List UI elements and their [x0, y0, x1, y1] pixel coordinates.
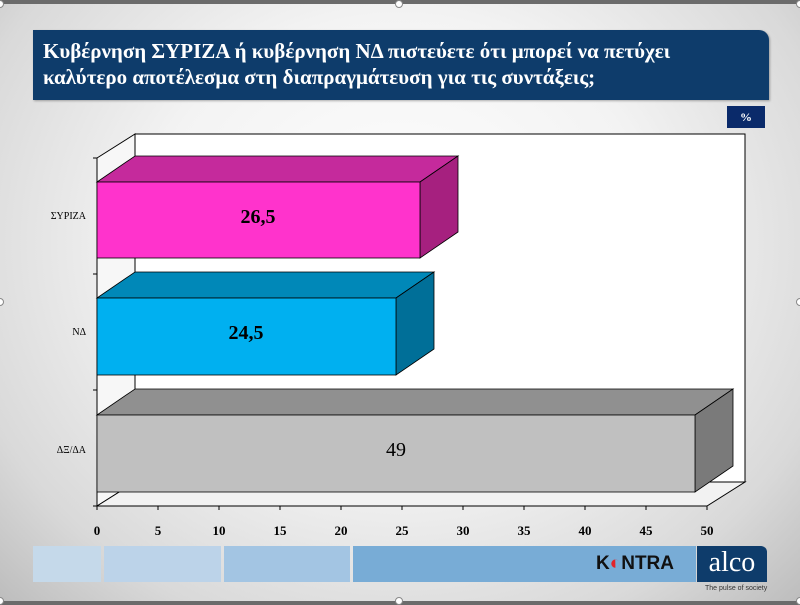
x-tick-label: 50 — [700, 523, 714, 538]
x-tick-label: 20 — [334, 523, 348, 538]
x-tick-label: 0 — [93, 523, 101, 538]
resize-handle[interactable] — [395, 0, 403, 8]
resize-handle[interactable] — [395, 597, 403, 605]
x-tick-label: 25 — [395, 523, 409, 538]
resize-handle[interactable] — [796, 597, 800, 605]
chart-title: Κυβέρνηση ΣΥΡΙΖΑ ή κυβέρνηση ΝΔ πιστεύετ… — [43, 39, 671, 89]
footer-strip — [224, 546, 350, 582]
kontra-logo: K◐NTRA — [596, 553, 674, 574]
x-tick-label: 5 — [154, 523, 162, 538]
x-tick-label: 40 — [578, 523, 592, 538]
category-label-syriza: ΣΥΡΙΖΑ — [50, 211, 86, 222]
category-label-nd: ΝΔ — [72, 327, 86, 338]
bar-nd — [95, 271, 436, 376]
slide: Κυβέρνηση ΣΥΡΙΖΑ ή κυβέρνηση ΝΔ πιστεύετ… — [0, 4, 800, 601]
unit-badge: % — [727, 106, 765, 128]
bar-dxda — [95, 388, 735, 493]
x-tick-label: 35 — [517, 523, 531, 538]
resize-handle[interactable] — [796, 0, 800, 8]
resize-handle[interactable] — [0, 597, 4, 605]
x-tick-label: 30 — [456, 523, 470, 538]
x-tick-label: 45 — [639, 523, 653, 538]
footer-strip — [33, 546, 101, 582]
x-tick-label: 15 — [273, 523, 287, 538]
resize-handle[interactable] — [796, 298, 800, 306]
footer-strip — [104, 546, 221, 582]
alco-tagline: The pulse of society — [705, 585, 768, 592]
alco-logo: alco — [697, 546, 767, 582]
bar-syriza — [95, 155, 460, 259]
value-label-nd: 24,5 — [228, 322, 264, 344]
bar-chart-3d — [93, 133, 747, 510]
footer-strip — [353, 546, 696, 582]
x-tick-label: 10 — [212, 523, 226, 538]
x-axis-ticks — [96, 506, 708, 510]
value-label-dxda: 49 — [386, 439, 406, 461]
title-banner: Κυβέρνηση ΣΥΡΙΖΑ ή κυβέρνηση ΝΔ πιστεύετ… — [33, 30, 769, 100]
kontra-logo-o-icon: ◐ — [609, 553, 622, 574]
value-label-syriza: 26,5 — [240, 206, 276, 228]
category-label-dxda: ΔΞ/ΔΑ — [56, 445, 86, 456]
